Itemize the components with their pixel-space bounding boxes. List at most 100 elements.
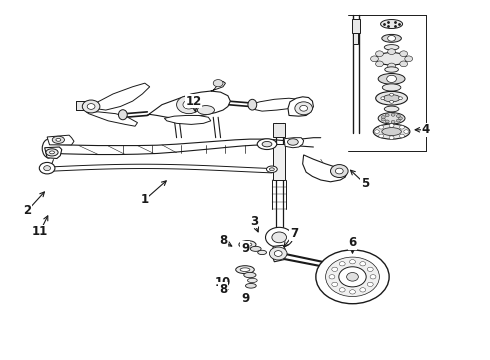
Ellipse shape bbox=[382, 84, 401, 91]
Ellipse shape bbox=[382, 35, 401, 42]
Circle shape bbox=[87, 104, 95, 109]
Circle shape bbox=[375, 51, 383, 57]
Circle shape bbox=[391, 120, 395, 123]
Polygon shape bbox=[164, 116, 211, 125]
Text: 2: 2 bbox=[24, 204, 32, 217]
Text: 7: 7 bbox=[290, 227, 298, 240]
Bar bbox=[353, 33, 358, 44]
Ellipse shape bbox=[384, 106, 399, 112]
Circle shape bbox=[388, 36, 395, 41]
Ellipse shape bbox=[257, 139, 277, 149]
Circle shape bbox=[387, 75, 396, 82]
Circle shape bbox=[400, 51, 408, 57]
Ellipse shape bbox=[56, 138, 61, 141]
Ellipse shape bbox=[250, 246, 261, 251]
Ellipse shape bbox=[248, 99, 257, 110]
Circle shape bbox=[390, 93, 393, 96]
Ellipse shape bbox=[381, 19, 403, 28]
Text: 9: 9 bbox=[241, 242, 249, 255]
Circle shape bbox=[329, 275, 335, 279]
Polygon shape bbox=[288, 97, 314, 116]
Polygon shape bbox=[284, 138, 304, 148]
Text: 12: 12 bbox=[186, 95, 202, 108]
Circle shape bbox=[379, 126, 384, 129]
Ellipse shape bbox=[247, 278, 257, 283]
Polygon shape bbox=[250, 98, 304, 111]
Ellipse shape bbox=[119, 110, 127, 120]
Ellipse shape bbox=[288, 139, 298, 145]
Circle shape bbox=[404, 130, 409, 134]
Circle shape bbox=[270, 247, 287, 260]
Circle shape bbox=[39, 162, 55, 174]
Circle shape bbox=[385, 114, 389, 117]
Ellipse shape bbox=[383, 95, 400, 102]
Ellipse shape bbox=[384, 45, 399, 50]
Ellipse shape bbox=[382, 128, 401, 135]
Text: 4: 4 bbox=[422, 123, 430, 136]
Circle shape bbox=[360, 262, 366, 266]
Circle shape bbox=[339, 267, 366, 287]
Ellipse shape bbox=[258, 250, 267, 255]
Circle shape bbox=[82, 100, 100, 113]
Circle shape bbox=[331, 165, 348, 177]
Bar bbox=[273, 123, 285, 137]
Text: 3: 3 bbox=[250, 215, 258, 228]
Circle shape bbox=[360, 288, 366, 292]
Circle shape bbox=[375, 61, 383, 67]
Text: 5: 5 bbox=[361, 177, 369, 190]
Circle shape bbox=[379, 134, 384, 138]
Circle shape bbox=[400, 61, 408, 67]
Ellipse shape bbox=[245, 283, 256, 288]
Polygon shape bbox=[76, 101, 91, 110]
Text: 1: 1 bbox=[141, 193, 149, 206]
Circle shape bbox=[316, 250, 389, 304]
Polygon shape bbox=[86, 83, 150, 110]
Circle shape bbox=[399, 134, 404, 138]
Ellipse shape bbox=[385, 67, 398, 72]
Bar bbox=[273, 144, 285, 180]
Circle shape bbox=[388, 63, 395, 69]
Ellipse shape bbox=[236, 266, 254, 274]
Text: 8: 8 bbox=[219, 234, 227, 247]
Ellipse shape bbox=[243, 243, 252, 246]
Circle shape bbox=[388, 49, 395, 54]
Polygon shape bbox=[45, 147, 62, 158]
Circle shape bbox=[332, 282, 338, 287]
Circle shape bbox=[370, 275, 376, 279]
Ellipse shape bbox=[378, 73, 405, 84]
Ellipse shape bbox=[52, 136, 65, 143]
Circle shape bbox=[398, 97, 402, 100]
Circle shape bbox=[389, 124, 394, 127]
Ellipse shape bbox=[376, 53, 408, 65]
Circle shape bbox=[381, 116, 385, 118]
Polygon shape bbox=[272, 245, 285, 262]
Ellipse shape bbox=[267, 166, 277, 172]
Circle shape bbox=[368, 282, 373, 287]
Ellipse shape bbox=[378, 113, 405, 124]
Circle shape bbox=[266, 227, 293, 247]
Circle shape bbox=[295, 102, 313, 115]
Circle shape bbox=[405, 56, 413, 62]
Text: 10: 10 bbox=[215, 276, 231, 289]
Polygon shape bbox=[211, 81, 225, 91]
Text: 9: 9 bbox=[241, 292, 249, 305]
Ellipse shape bbox=[240, 268, 250, 271]
Ellipse shape bbox=[244, 273, 256, 278]
Circle shape bbox=[326, 257, 379, 297]
Circle shape bbox=[399, 126, 404, 129]
Text: 11: 11 bbox=[32, 225, 48, 238]
Ellipse shape bbox=[262, 141, 272, 147]
Circle shape bbox=[370, 56, 378, 62]
Polygon shape bbox=[147, 91, 230, 118]
Ellipse shape bbox=[373, 124, 410, 139]
Circle shape bbox=[176, 96, 201, 114]
Circle shape bbox=[374, 130, 379, 134]
Circle shape bbox=[390, 100, 393, 103]
Circle shape bbox=[389, 136, 394, 139]
Circle shape bbox=[339, 288, 345, 292]
Circle shape bbox=[398, 117, 402, 120]
Circle shape bbox=[396, 119, 400, 122]
Polygon shape bbox=[47, 135, 74, 145]
Circle shape bbox=[391, 113, 395, 116]
Circle shape bbox=[349, 290, 355, 294]
